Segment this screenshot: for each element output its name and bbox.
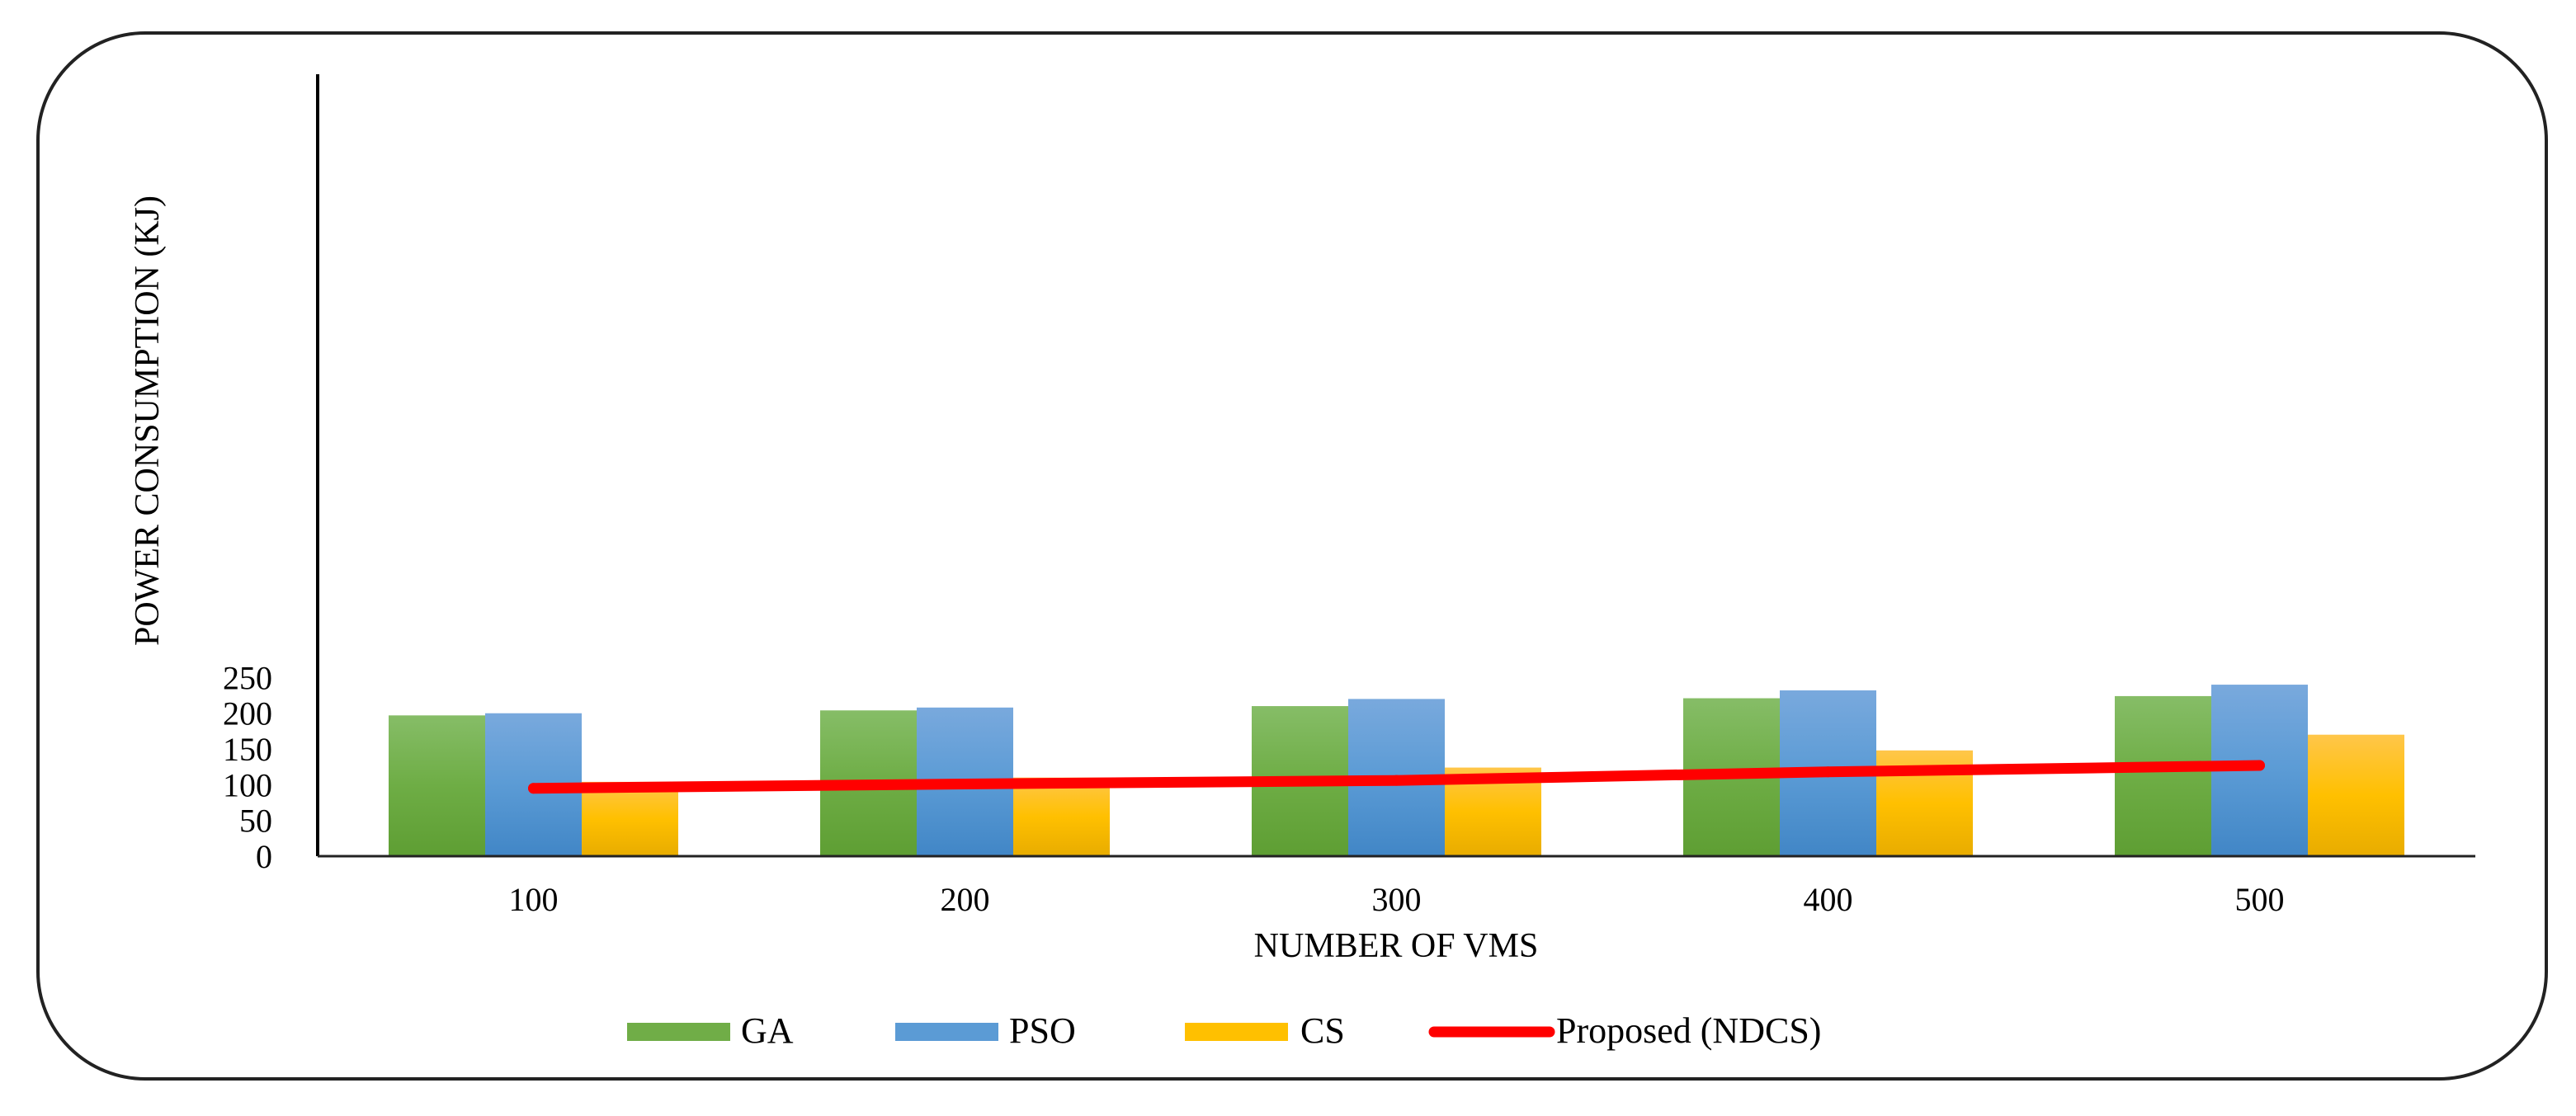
legend-swatch-ga	[627, 1023, 730, 1041]
legend-label-cs: CS	[1300, 1010, 1345, 1051]
plot-area	[389, 685, 2404, 856]
x-tick-label: 100	[509, 881, 559, 918]
x-tick-label: 300	[1372, 881, 1422, 918]
y-axis-title: POWER CONSUMPTION (KJ)	[129, 195, 167, 646]
bar-ga-500	[2115, 695, 2211, 856]
x-tick-label: 200	[941, 881, 990, 918]
point-proposed-500	[2254, 760, 2265, 771]
y-tick-label: 100	[223, 766, 272, 803]
legend-swatch-pso	[895, 1023, 998, 1041]
bar-cs-500	[2308, 734, 2404, 856]
legend-item-ga: GA	[627, 1010, 794, 1051]
point-proposed-100	[528, 783, 539, 794]
legend-label-pso: PSO	[1009, 1010, 1076, 1051]
legend-swatch-cs	[1185, 1023, 1288, 1041]
x-tick-label: 400	[1804, 881, 1853, 918]
legend-label-proposed: Proposed (NDCS)	[1556, 1010, 1821, 1051]
y-tick-label: 150	[223, 731, 272, 768]
y-tick-label: 200	[223, 695, 272, 732]
y-tick-label: 250	[223, 659, 272, 696]
point-proposed-300	[1391, 775, 1402, 786]
legend: GA PSO CS Proposed (NDCS)	[627, 1010, 1821, 1051]
x-axis-title: NUMBER OF VMS	[1254, 927, 1539, 965]
point-proposed-200	[960, 778, 970, 789]
legend-item-cs: CS	[1185, 1010, 1345, 1051]
legend-item-proposed: Proposed (NDCS)	[1428, 1010, 1821, 1051]
y-tick-label: 50	[239, 803, 272, 840]
bar-ga-100	[389, 715, 485, 856]
bar-cs-200	[1013, 777, 1110, 856]
bar-cs-100	[582, 781, 678, 856]
y-tick-label: 0	[256, 838, 272, 875]
point-proposed-400	[1823, 766, 1833, 778]
x-tick-label: 500	[2235, 881, 2285, 918]
legend-label-ga: GA	[741, 1010, 794, 1051]
chart-border	[36, 31, 2548, 1081]
legend-item-pso: PSO	[895, 1010, 1076, 1051]
